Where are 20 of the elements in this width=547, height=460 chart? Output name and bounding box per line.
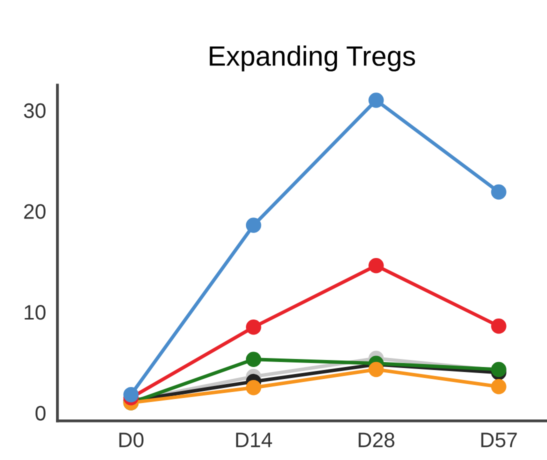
y-tick-label: 0 bbox=[36, 406, 46, 421]
point bbox=[123, 387, 139, 402]
point bbox=[368, 362, 384, 378]
x-tick-label: D57 bbox=[481, 432, 517, 448]
point bbox=[491, 318, 506, 334]
point bbox=[246, 380, 262, 396]
point bbox=[368, 92, 384, 108]
x-tick-label: D0 bbox=[119, 432, 144, 448]
point bbox=[246, 352, 262, 368]
point bbox=[246, 218, 262, 233]
x-tick-label: D28 bbox=[358, 432, 394, 448]
point bbox=[368, 258, 384, 274]
point bbox=[491, 184, 506, 200]
chart-title: Expanding Tregs bbox=[210, 46, 416, 72]
y-tick-label: 10 bbox=[24, 304, 46, 320]
x-tick-label: D14 bbox=[236, 432, 272, 448]
point bbox=[246, 319, 262, 335]
point bbox=[491, 378, 506, 394]
y-tick-label: 20 bbox=[24, 204, 46, 219]
y-tick-label: 30 bbox=[24, 103, 46, 118]
